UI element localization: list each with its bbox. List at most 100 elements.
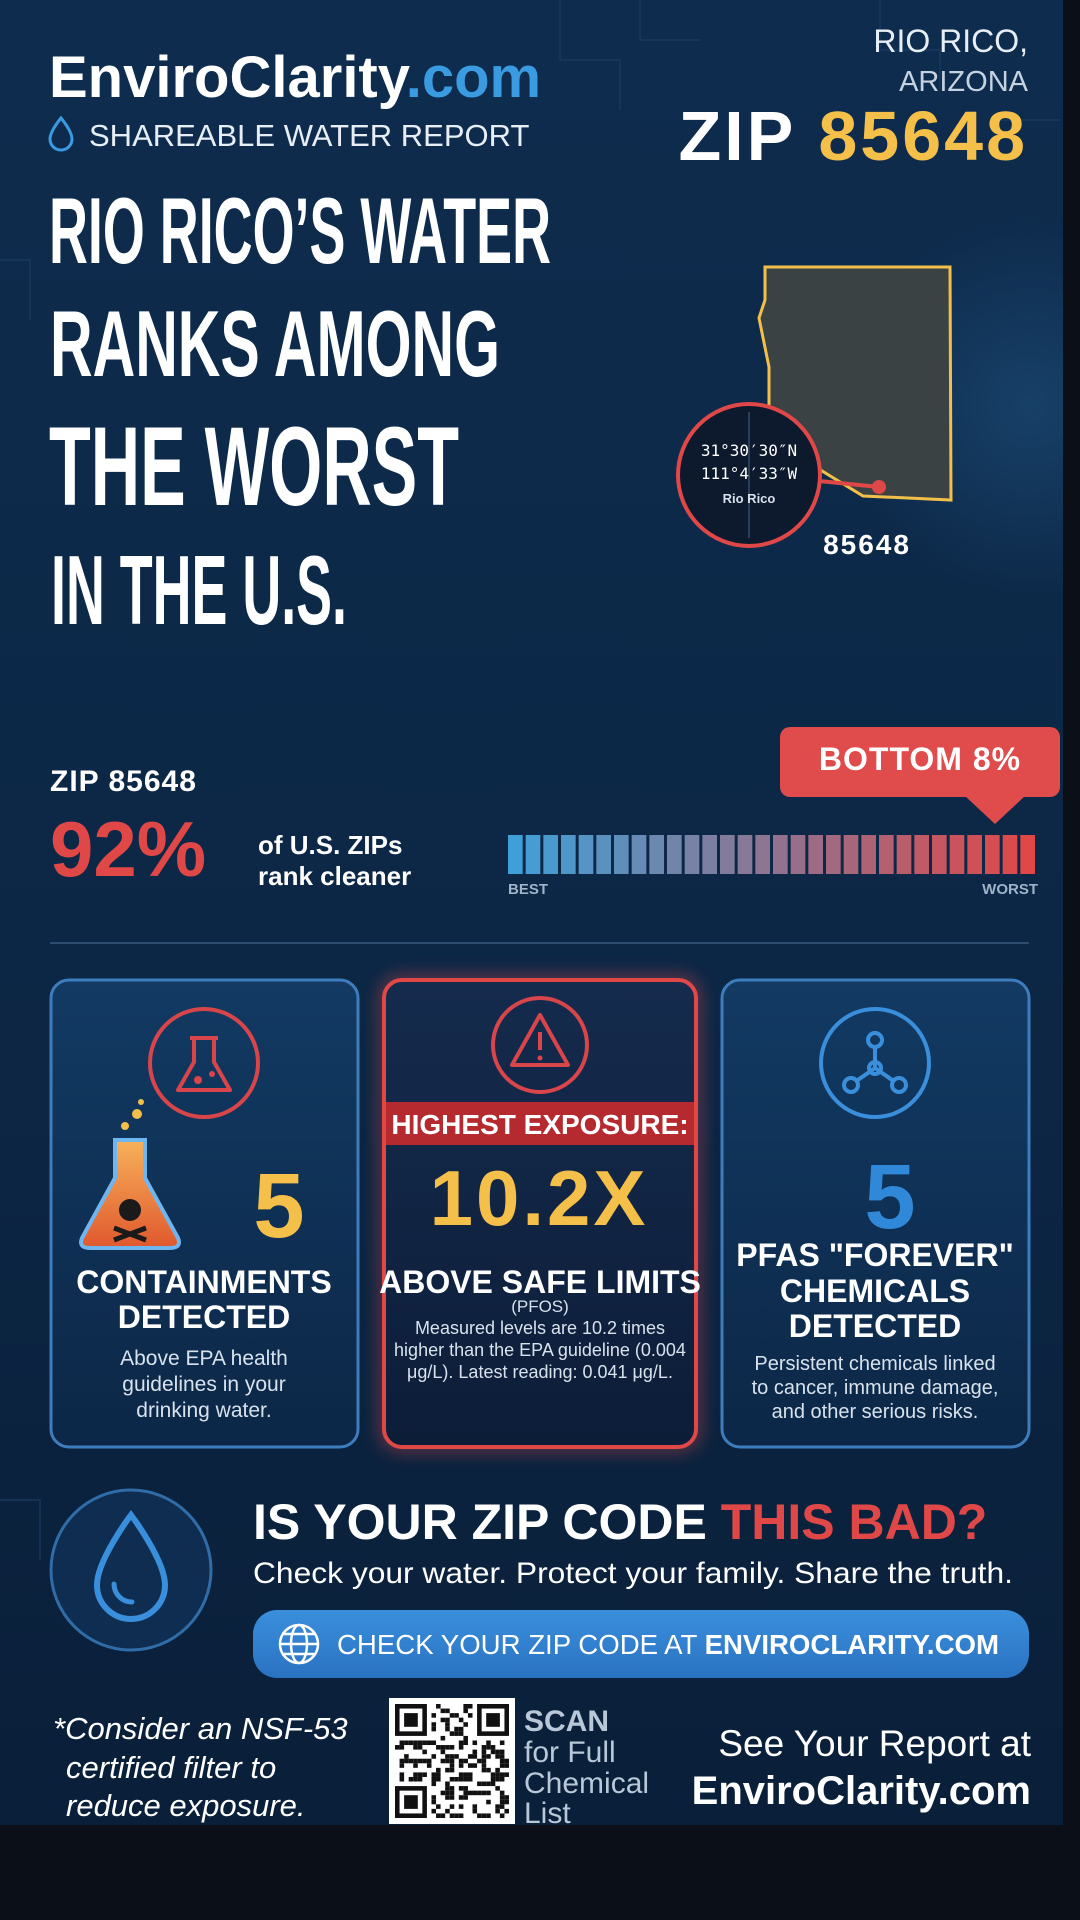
edge-strip [1063, 0, 1080, 1920]
qr-module [463, 1722, 468, 1727]
badge [780, 727, 1060, 797]
cta-button-a[interactable]: CHECK YOUR ZIP CODE AT [337, 1629, 705, 1660]
zip-label: ZIP [678, 97, 796, 175]
qr-module [454, 1713, 459, 1718]
qr-module [458, 1813, 464, 1818]
qr-module [481, 1790, 487, 1796]
bar-segment [896, 835, 912, 874]
bar-segment [614, 835, 629, 874]
qr-module [449, 1786, 455, 1791]
bar-best: BEST [508, 881, 548, 898]
banner-label: HIGHEST EXPOSURE: [391, 1109, 688, 1140]
qr-module [495, 1754, 500, 1759]
qr-module [449, 1795, 455, 1800]
card-icon [819, 1007, 931, 1119]
qr-module [399, 1758, 405, 1764]
qr-module [463, 1708, 468, 1714]
qr-module [499, 1799, 505, 1805]
qr-module [463, 1758, 468, 1764]
qr-module [472, 1754, 478, 1759]
qr-module [486, 1799, 491, 1805]
bar-segment [967, 835, 982, 874]
qr-module [440, 1758, 446, 1764]
skull [119, 1199, 141, 1221]
footer-note: *Consider an NSF-53 [53, 1711, 348, 1746]
city: RIO RICO, [873, 23, 1028, 59]
card [720, 978, 1031, 1449]
qr-module [413, 1745, 418, 1750]
qr-module [499, 1804, 505, 1809]
qr-module [495, 1804, 500, 1809]
qr-module [463, 1776, 468, 1782]
report-link[interactable]: EnviroClarity.com [692, 1769, 1031, 1813]
headline-line: IN THE U.S. [51, 535, 347, 645]
qr-module [445, 1708, 450, 1714]
qr-module [499, 1740, 505, 1746]
bar-segment [826, 835, 841, 874]
cta-button-b[interactable]: ENVIROCLARITY.COM [705, 1629, 999, 1660]
qr-module [495, 1776, 500, 1782]
qr-module [458, 1731, 464, 1736]
qr-module [499, 1790, 505, 1796]
qr-module [436, 1745, 441, 1750]
qr-module [445, 1808, 450, 1814]
qr-module [422, 1749, 427, 1755]
qr-module [467, 1754, 473, 1759]
qr-module [481, 1781, 487, 1787]
qr-module [436, 1704, 441, 1709]
card-title: CONTAINMENTS [76, 1264, 331, 1300]
qr-module [399, 1772, 405, 1777]
cta-button-label[interactable]: CHECK YOUR ZIP CODE AT ENVIROCLARITY.COM [337, 1629, 999, 1660]
qr-module [486, 1767, 491, 1773]
headline-line: THE WORST [49, 404, 459, 529]
longitude: 111°4′33″W [701, 464, 798, 483]
qr-module [472, 1763, 478, 1768]
card-body: Measured levels are 10.2 times [415, 1318, 665, 1338]
qr-module [417, 1776, 423, 1782]
flask-bubble [194, 1076, 202, 1084]
qr-module [499, 1776, 505, 1782]
qr-module [449, 1745, 455, 1750]
qr-module [413, 1776, 418, 1782]
report-line: See Your Report at [718, 1723, 1031, 1764]
qr-module [431, 1713, 437, 1718]
qr-finder [404, 1713, 418, 1727]
card-body: Persistent chemicals linked [754, 1353, 995, 1375]
qr-module [495, 1786, 500, 1791]
qr-module [399, 1763, 405, 1768]
qr-module [436, 1804, 441, 1809]
qr-module [486, 1745, 491, 1750]
qr-module [490, 1745, 496, 1750]
qr-module [458, 1763, 464, 1768]
cta-button[interactable] [253, 1610, 1029, 1678]
qr-finder [486, 1713, 500, 1727]
qr-module [495, 1767, 500, 1773]
qr-module [499, 1758, 505, 1764]
card-icon [491, 996, 589, 1094]
qr-module [449, 1813, 455, 1818]
qr-module [504, 1808, 509, 1814]
bubble [138, 1099, 144, 1105]
qr-module [431, 1726, 437, 1732]
qr-module [431, 1772, 437, 1777]
qr-module [499, 1763, 505, 1768]
qr-module [454, 1776, 459, 1782]
qr-module [495, 1808, 500, 1814]
qr-module [481, 1758, 487, 1764]
qr-module [463, 1740, 468, 1746]
qr-module [417, 1745, 423, 1750]
pin-dot [872, 480, 886, 494]
qr-module [422, 1740, 427, 1746]
cta-title-a: IS YOUR ZIP CODE [253, 1494, 721, 1550]
qr-module [445, 1758, 450, 1764]
qr-pattern [395, 1704, 509, 1818]
flask-icon [176, 1036, 232, 1092]
qr-module [490, 1776, 496, 1782]
qr-module [431, 1781, 437, 1787]
brand-tld: .com [406, 45, 541, 110]
bar-segment [755, 835, 770, 874]
qr-module [458, 1786, 464, 1791]
qr-module [404, 1758, 409, 1764]
qr-module [486, 1790, 491, 1796]
qr-module [463, 1790, 468, 1796]
